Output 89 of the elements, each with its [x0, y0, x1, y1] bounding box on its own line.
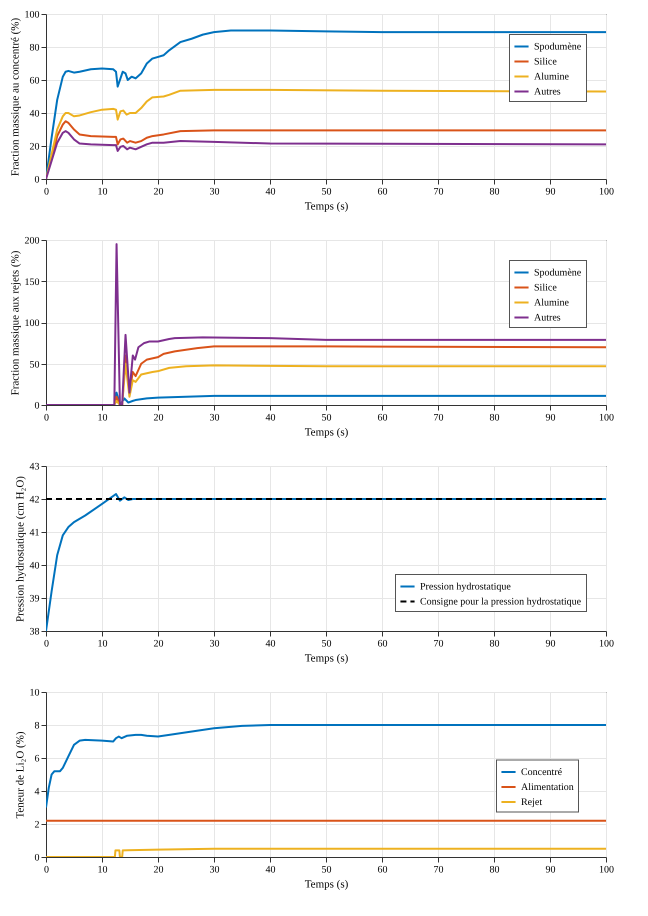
y-tick-label: 0 [34, 174, 40, 186]
y-tick-label: 41 [30, 528, 40, 538]
x-tick-label: 80 [490, 186, 500, 198]
x-tick-label: 70 [434, 638, 444, 650]
legend-label: Autres [534, 312, 561, 324]
y-tick-label: 40 [30, 560, 40, 572]
y-tick-label: 60 [30, 76, 40, 86]
y-tick-label: 100 [24, 10, 40, 20]
x-tick-label: 80 [490, 864, 500, 876]
x-axis-title: Temps (s) [304, 878, 349, 890]
x-tick-label: 60 [378, 638, 388, 650]
x-tick-label: 90 [546, 412, 556, 424]
y-axis-title: Fraction massique aux rejets (%) [10, 250, 22, 396]
y-tick-label: 10 [30, 688, 40, 698]
legend-label: Autres [534, 86, 561, 98]
x-tick-label: 20 [154, 638, 164, 650]
x-tick-label: 90 [546, 186, 556, 198]
x-tick-label: 10 [98, 186, 108, 198]
x-tick-label: 90 [546, 864, 556, 876]
y-tick-label: 0 [34, 400, 40, 412]
legend-label: Rejet [521, 797, 542, 808]
x-tick-label: 100 [599, 638, 614, 650]
legend-label: Concentré [521, 767, 563, 778]
x-tick-label: 50 [322, 864, 332, 876]
legend-label: Alumine [534, 72, 570, 82]
y-axis-title: Pression hydrostatique (cm H₂O) [14, 476, 26, 622]
x-tick-label: 100 [599, 412, 614, 424]
x-tick-label: 100 [599, 186, 614, 198]
legend-label: Spodumène [534, 42, 582, 52]
x-axis-title: Temps (s) [304, 426, 349, 438]
x-tick-label: 60 [378, 864, 388, 876]
y-tick-label: 43 [30, 462, 40, 472]
x-tick-label: 80 [490, 638, 500, 650]
y-tick-label: 6 [34, 754, 40, 764]
y-tick-label: 0 [34, 852, 40, 864]
legend-label: Alumine [534, 298, 570, 308]
x-tick-label: 0 [44, 864, 49, 876]
x-tick-label: 70 [434, 412, 444, 424]
legend-label: Spodumène [534, 268, 582, 278]
x-tick-label: 10 [98, 864, 108, 876]
x-tick-label: 100 [599, 864, 614, 876]
legend-label: Silice [534, 282, 558, 294]
y-tick-label: 80 [30, 42, 40, 54]
y-tick-label: 39 [30, 594, 40, 604]
legend-label: Alimentation [521, 782, 574, 793]
legend-label: Consigne pour la pression hydrostatique [420, 596, 582, 608]
y-tick-label: 42 [30, 494, 40, 506]
legend-label: Silice [534, 56, 558, 68]
x-axis-title: Temps (s) [304, 652, 349, 664]
x-axis-title: Temps (s) [304, 200, 349, 212]
y-tick-label: 4 [34, 786, 40, 798]
x-tick-label: 40 [266, 864, 276, 876]
x-tick-label: 20 [154, 186, 164, 198]
y-tick-label: 50 [30, 359, 40, 370]
x-tick-label: 40 [266, 412, 276, 424]
y-tick-label: 200 [24, 236, 40, 246]
x-tick-label: 70 [434, 186, 444, 198]
x-tick-label: 80 [490, 412, 500, 424]
y-axis-title: Fraction massique au concentré (%) [10, 18, 22, 176]
x-tick-label: 0 [44, 638, 49, 650]
x-tick-label: 0 [44, 412, 49, 424]
x-tick-label: 50 [322, 186, 332, 198]
y-tick-label: 40 [30, 108, 40, 120]
x-tick-label: 90 [546, 638, 556, 650]
x-tick-label: 30 [210, 412, 220, 424]
y-tick-label: 100 [24, 318, 40, 329]
y-axis-title: Teneur de Li₂O (%) [14, 731, 26, 819]
line-series [46, 724, 606, 808]
x-tick-label: 40 [266, 186, 276, 198]
x-tick-label: 60 [378, 186, 388, 198]
x-tick-label: 50 [322, 638, 332, 650]
legend-label: Pression hydrostatique [420, 582, 512, 592]
x-tick-label: 20 [154, 864, 164, 876]
x-tick-label: 10 [98, 638, 108, 650]
y-tick-label: 20 [30, 142, 40, 152]
x-tick-label: 40 [266, 638, 276, 650]
y-tick-label: 38 [30, 626, 40, 638]
x-tick-label: 10 [98, 412, 108, 424]
x-tick-label: 0 [44, 186, 49, 198]
x-tick-label: 20 [154, 412, 164, 424]
y-tick-label: 8 [34, 720, 40, 732]
x-tick-label: 30 [210, 186, 220, 198]
x-tick-label: 70 [434, 864, 444, 876]
y-tick-label: 150 [24, 276, 40, 288]
y-tick-label: 2 [34, 820, 40, 830]
x-tick-label: 50 [322, 412, 332, 424]
x-tick-label: 30 [210, 864, 220, 876]
x-tick-label: 60 [378, 412, 388, 424]
x-tick-label: 30 [210, 638, 220, 650]
